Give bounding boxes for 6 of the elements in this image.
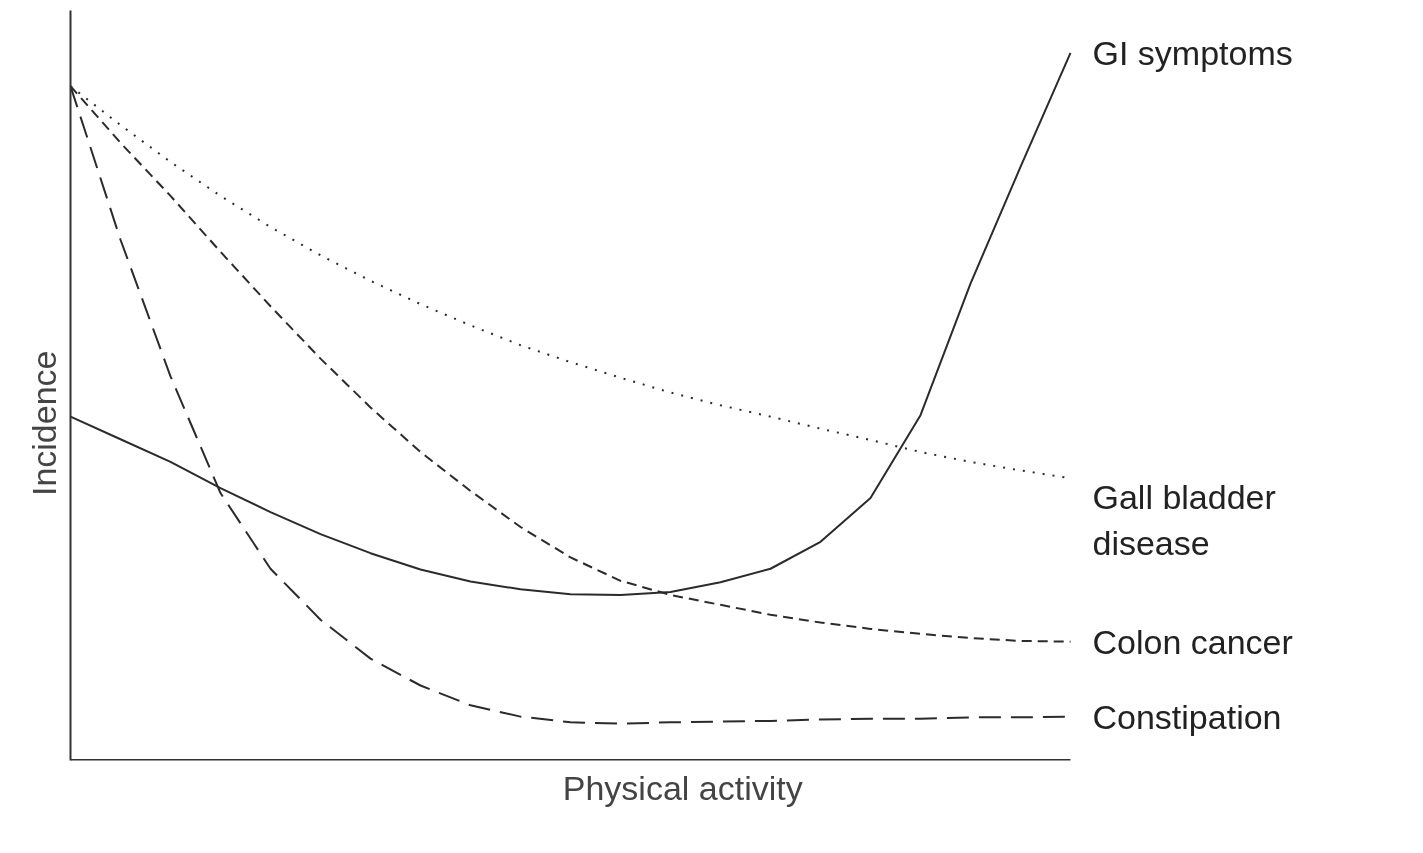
y-axis-title: Incidence [24,350,63,497]
series-label: Colon cancer [1092,622,1293,661]
series-label: Constipation [1092,697,1282,736]
series-label: GI symptoms [1092,33,1293,72]
series-label: Gall bladder disease [1092,478,1276,562]
x-axis-title: Physical activity [562,768,803,807]
